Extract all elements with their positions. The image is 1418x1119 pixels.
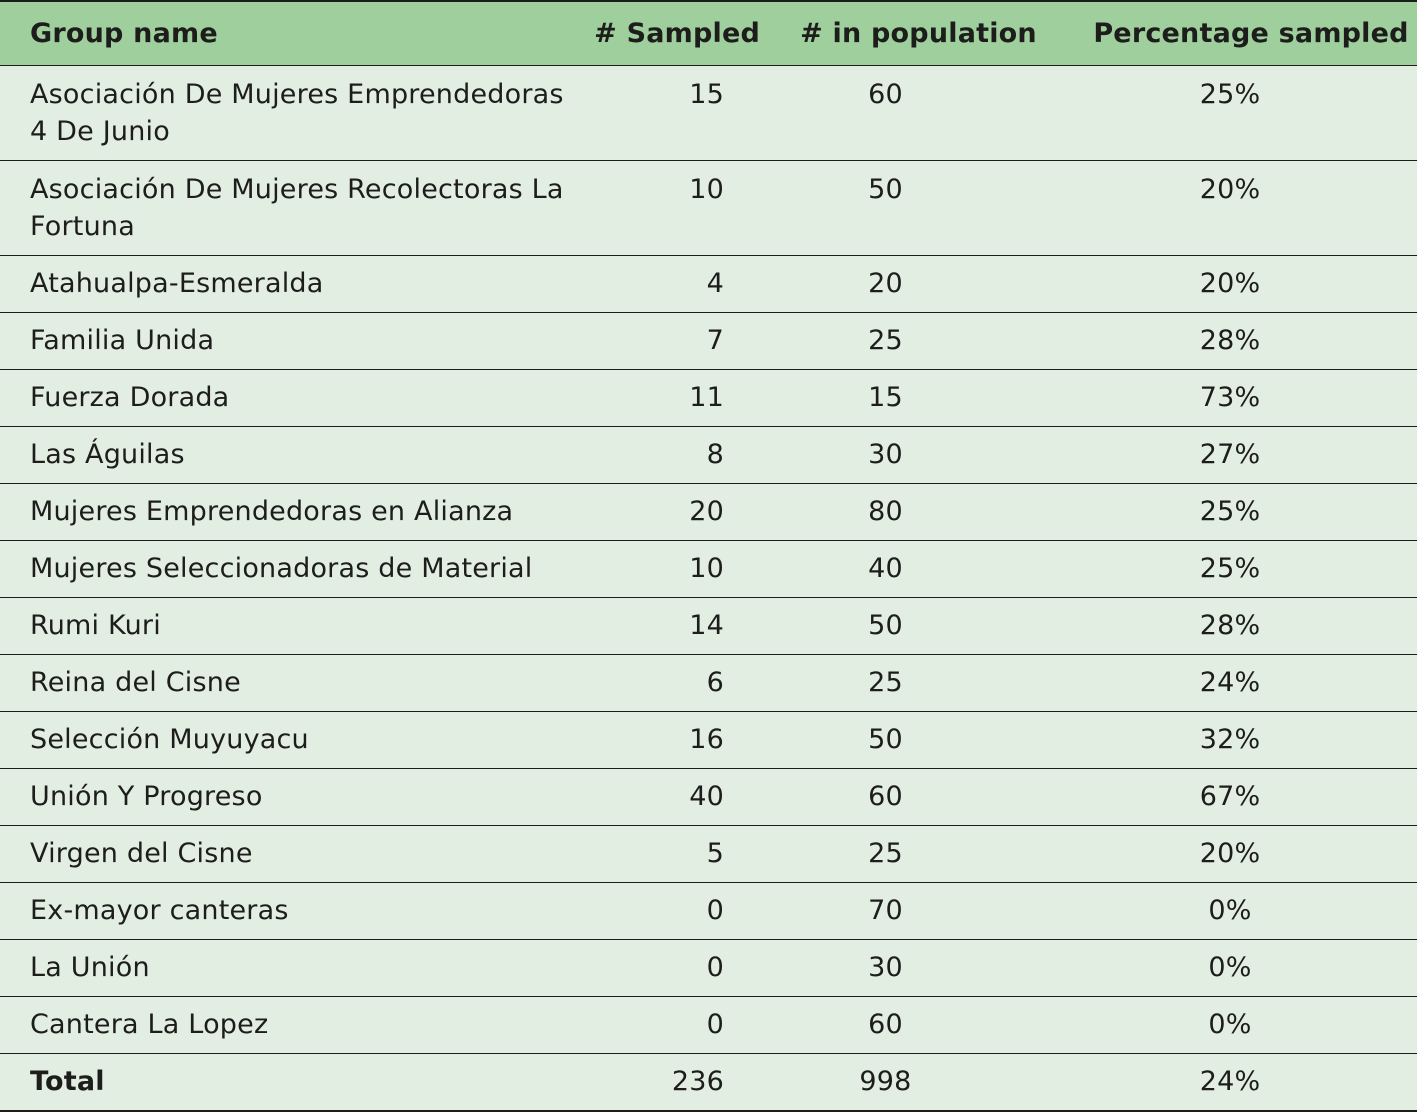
table-row: Virgen del Cisne 5 25 20% xyxy=(0,825,1417,882)
table-row: Unión Y Progreso 40 60 67% xyxy=(0,768,1417,825)
cell-percentage: 28% xyxy=(1199,610,1261,641)
cell-sampled: 0 xyxy=(706,1009,724,1040)
header-percentage: Percentage sampled xyxy=(1093,17,1409,49)
cell-percentage: 67% xyxy=(1199,781,1261,812)
cell-population: 80 xyxy=(868,496,903,527)
cell-group-name: La Unión xyxy=(30,952,150,983)
cell-sampled: 0 xyxy=(706,895,724,926)
cell-population: 25 xyxy=(868,325,903,356)
total-row: Total 236 998 24% xyxy=(0,1053,1417,1111)
cell-group-name: Las Águilas xyxy=(30,439,185,470)
cell-group-name: Familia Unida xyxy=(30,325,215,356)
table-row: Familia Unida 7 25 28% xyxy=(0,312,1417,369)
cell-population: 30 xyxy=(868,439,903,470)
table-row: Mujeres Seleccionadoras de Material 10 4… xyxy=(0,540,1417,597)
cell-sampled: 40 xyxy=(689,781,724,812)
table-row: Mujeres Emprendedoras en Alianza 20 80 2… xyxy=(0,483,1417,540)
total-sampled: 236 xyxy=(671,1066,724,1098)
cell-group-name: Mujeres Emprendedoras en Alianza xyxy=(30,496,514,527)
cell-group-name: Asociación De Mujeres Emprendedoras 4 De… xyxy=(30,78,564,147)
cell-group-name: Reina del Cisne xyxy=(30,667,241,698)
cell-sampled: 6 xyxy=(706,667,724,698)
cell-sampled: 0 xyxy=(706,952,724,983)
table-row: Cantera La Lopez 0 60 0% xyxy=(0,996,1417,1053)
cell-population: 50 xyxy=(868,610,903,641)
cell-population: 15 xyxy=(868,382,903,413)
cell-percentage: 25% xyxy=(1199,553,1261,584)
table-row: Selección Muyuyacu 16 50 32% xyxy=(0,711,1417,768)
cell-percentage: 28% xyxy=(1199,325,1261,356)
cell-population: 60 xyxy=(868,781,903,812)
header-row: Group name # Sampled # in population Per… xyxy=(0,1,1417,65)
cell-group-name: Unión Y Progreso xyxy=(30,781,263,812)
table-row: Ex-mayor canteras 0 70 0% xyxy=(0,882,1417,939)
cell-sampled: 16 xyxy=(689,724,724,755)
table-row: Reina del Cisne 6 25 24% xyxy=(0,654,1417,711)
cell-group-name: Mujeres Seleccionadoras de Material xyxy=(30,553,533,584)
cell-percentage: 25% xyxy=(1199,496,1261,527)
cell-group-name: Selección Muyuyacu xyxy=(30,724,309,755)
cell-percentage: 32% xyxy=(1199,724,1261,755)
cell-percentage: 73% xyxy=(1199,382,1261,413)
cell-percentage: 27% xyxy=(1199,439,1261,470)
cell-population: 25 xyxy=(868,838,903,869)
cell-sampled: 20 xyxy=(689,496,724,527)
cell-group-name: Atahualpa-Esmeralda xyxy=(30,268,324,299)
cell-population: 50 xyxy=(868,173,903,205)
cell-population: 25 xyxy=(868,667,903,698)
cell-percentage: 25% xyxy=(1199,78,1261,110)
cell-sampled: 8 xyxy=(706,439,724,470)
table-row: Asociación De Mujeres Recolectoras La Fo… xyxy=(0,160,1417,255)
table-row: La Unión 0 30 0% xyxy=(0,939,1417,996)
table-row: Asociación De Mujeres Emprendedoras 4 De… xyxy=(0,65,1417,160)
cell-sampled: 15 xyxy=(689,78,724,110)
cell-percentage: 0% xyxy=(1208,895,1252,926)
cell-sampled: 7 xyxy=(706,325,724,356)
cell-population: 60 xyxy=(868,78,903,110)
total-population: 998 xyxy=(859,1066,912,1098)
total-percentage: 24% xyxy=(1199,1066,1261,1098)
cell-population: 30 xyxy=(868,952,903,983)
cell-group-name: Ex-mayor canteras xyxy=(30,895,289,926)
table-row: Atahualpa-Esmeralda 4 20 20% xyxy=(0,255,1417,312)
cell-percentage: 20% xyxy=(1199,838,1261,869)
cell-group-name: Asociación De Mujeres Recolectoras La Fo… xyxy=(30,173,564,242)
cell-group-name: Rumi Kuri xyxy=(30,610,161,641)
total-label: Total xyxy=(30,1066,105,1098)
header-group-name: Group name xyxy=(30,17,218,49)
cell-sampled: 11 xyxy=(689,382,724,413)
cell-group-name: Virgen del Cisne xyxy=(30,838,253,869)
cell-percentage: 0% xyxy=(1208,952,1252,983)
cell-group-name: Cantera La Lopez xyxy=(30,1009,269,1040)
cell-population: 60 xyxy=(868,1009,903,1040)
cell-sampled: 5 xyxy=(706,838,724,869)
table-row: Las Águilas 8 30 27% xyxy=(0,426,1417,483)
cell-population: 70 xyxy=(868,895,903,926)
table-header: Group name # Sampled # in population Per… xyxy=(0,1,1417,65)
table-row: Fuerza Dorada 11 15 73% xyxy=(0,369,1417,426)
cell-sampled: 4 xyxy=(706,268,724,299)
header-population: # in population xyxy=(800,17,1037,49)
cell-group-name: Fuerza Dorada xyxy=(30,382,230,413)
cell-percentage: 24% xyxy=(1199,667,1261,698)
cell-percentage: 20% xyxy=(1199,268,1261,299)
cell-percentage: 20% xyxy=(1199,173,1261,205)
cell-population: 20 xyxy=(868,268,903,299)
cell-population: 40 xyxy=(868,553,903,584)
cell-sampled: 10 xyxy=(689,173,724,205)
cell-sampled: 14 xyxy=(689,610,724,641)
header-sampled: # Sampled xyxy=(594,17,760,49)
table-row: Rumi Kuri 14 50 28% xyxy=(0,597,1417,654)
cell-sampled: 10 xyxy=(689,553,724,584)
cell-percentage: 0% xyxy=(1208,1009,1252,1040)
cell-population: 50 xyxy=(868,724,903,755)
table-body: Asociación De Mujeres Emprendedoras 4 De… xyxy=(0,65,1417,1111)
